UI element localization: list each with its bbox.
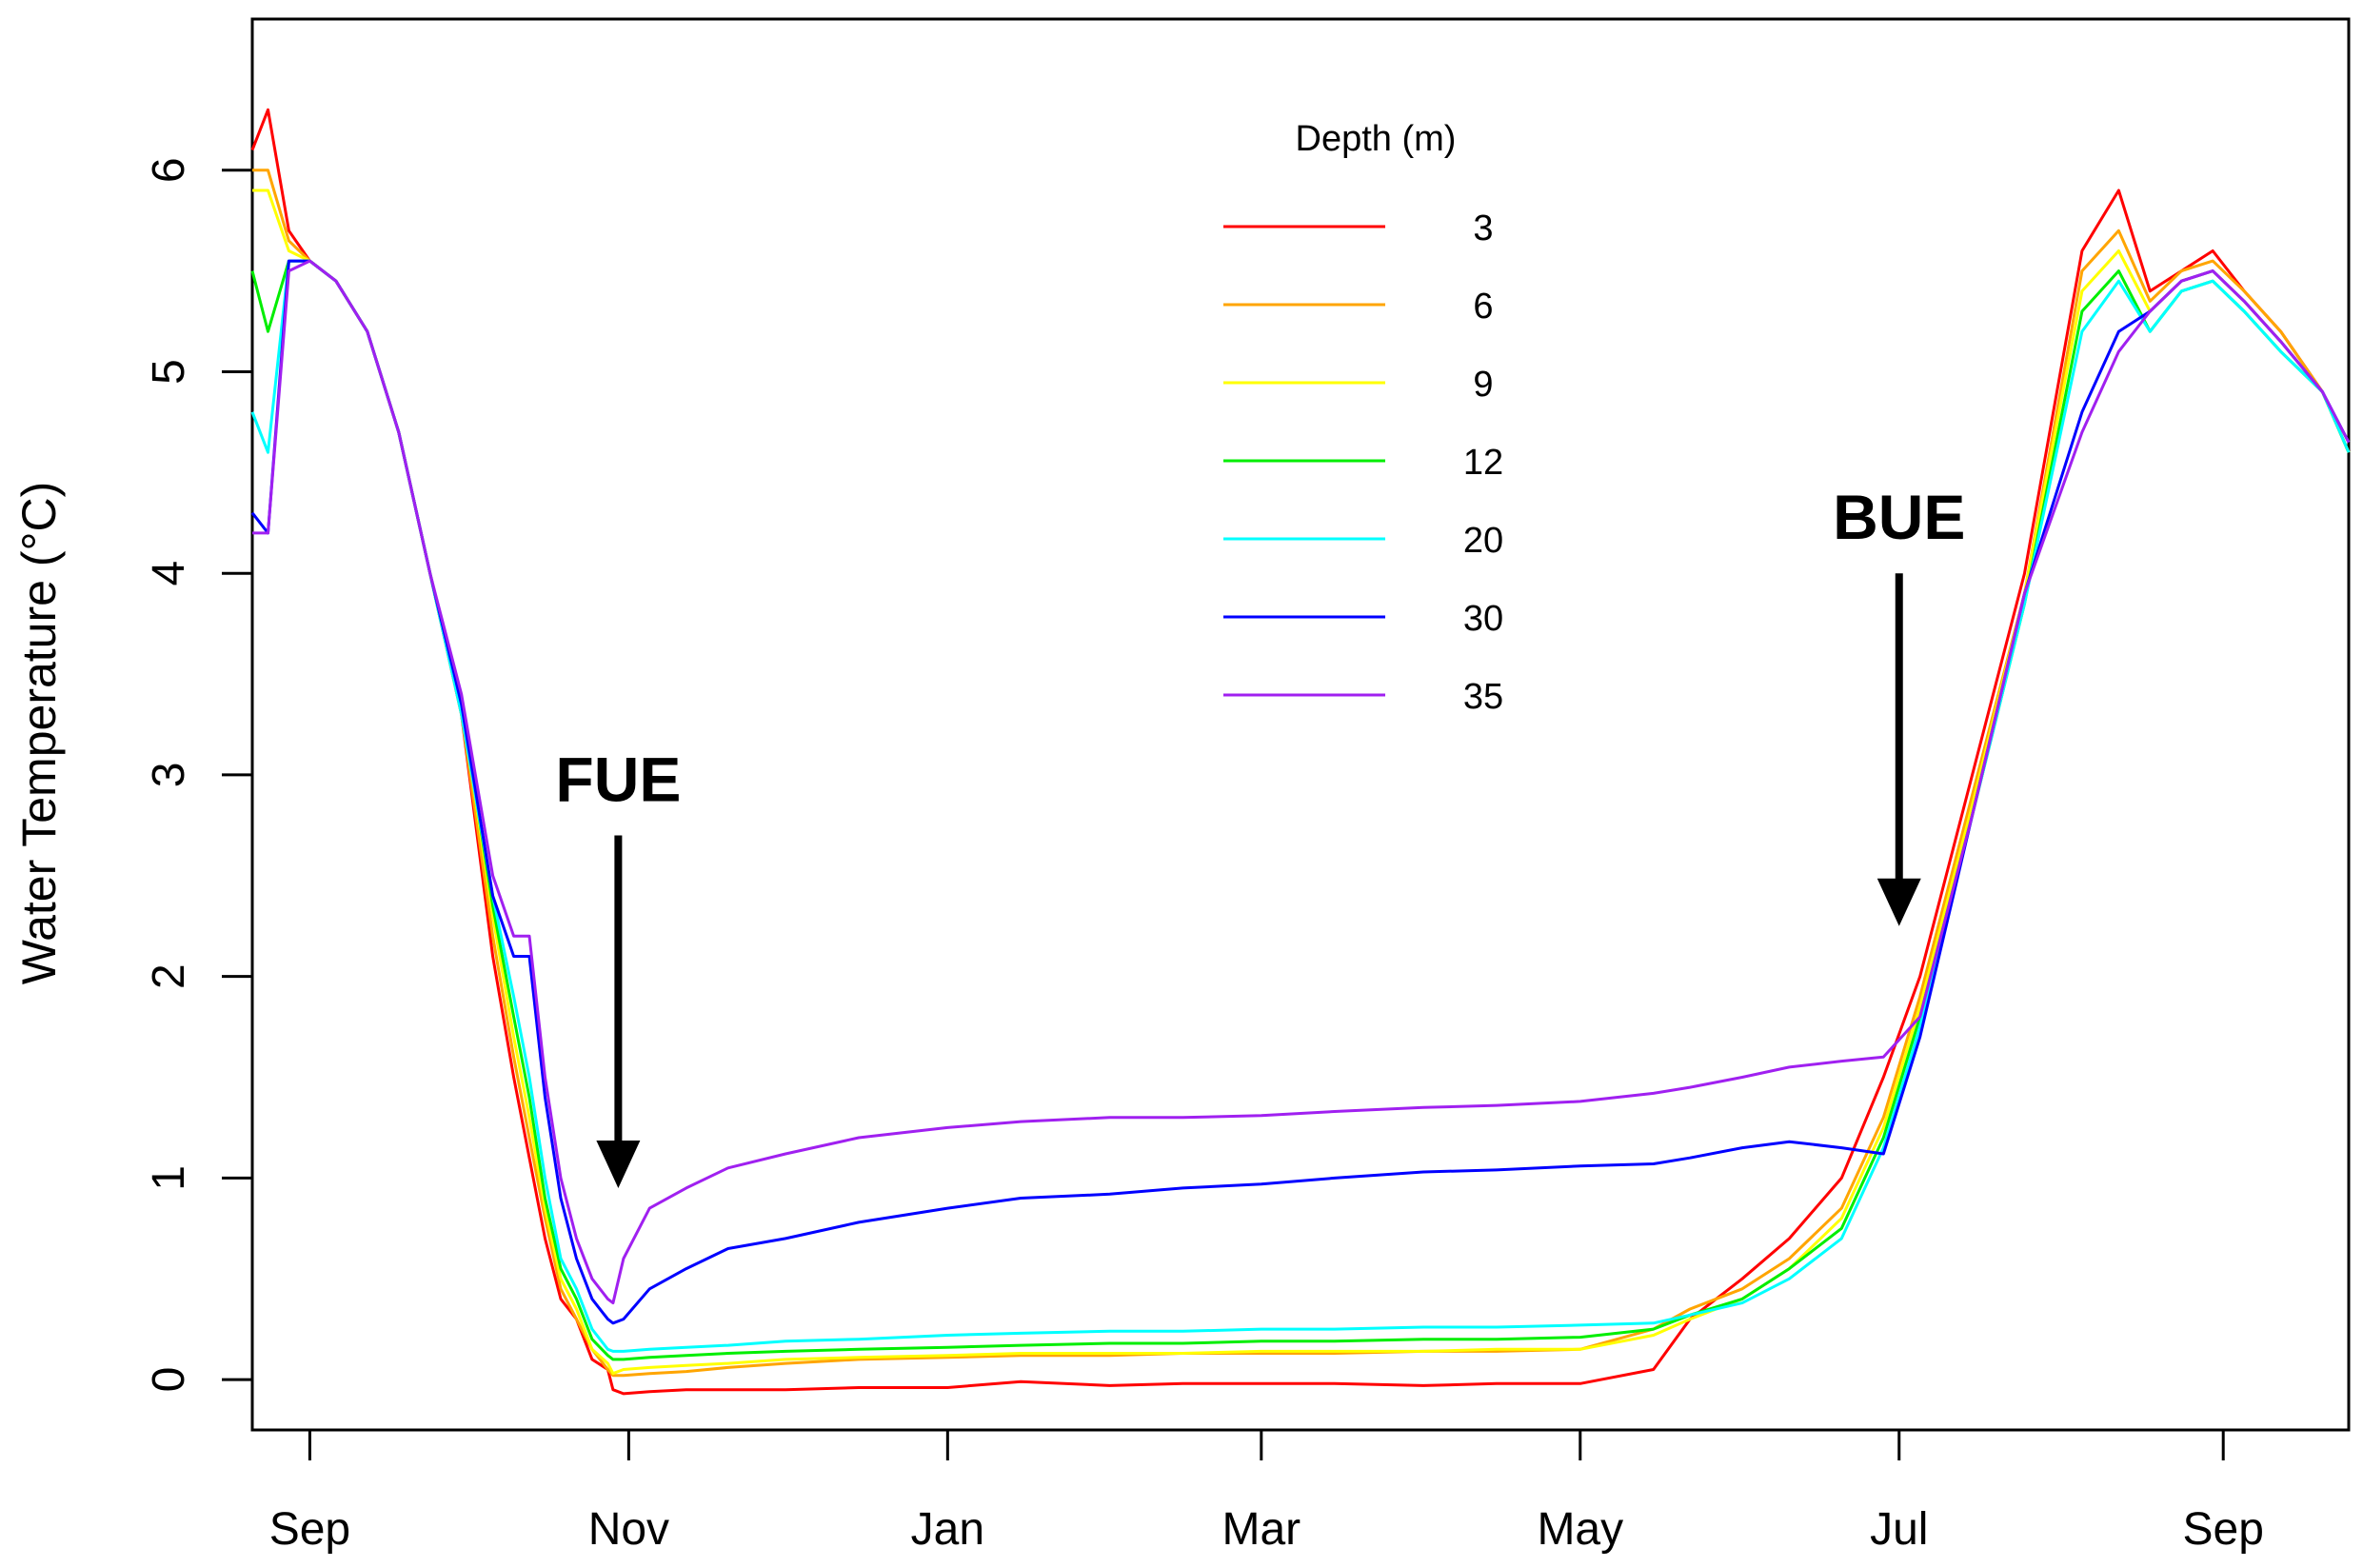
series-layer [250, 108, 2351, 1396]
legend-label-30m: 30 [1463, 599, 1503, 639]
annotations: FUE BUE [555, 482, 1965, 1188]
annotation-fue-arrow-head [596, 1140, 641, 1188]
y-tick-label: 4 [144, 561, 194, 586]
annotation-bue-arrow-head [1876, 878, 1921, 926]
legend-label-20m: 20 [1463, 521, 1503, 561]
annotation-bue-label: BUE [1833, 482, 1965, 552]
series-line-35m [252, 259, 2351, 1305]
x-tick-label: May [1537, 1504, 1623, 1555]
y-tick-label: 3 [144, 763, 194, 788]
legend-label-9m: 9 [1473, 365, 1493, 405]
legend: Depth (m) 3 6 9 12 20 30 35 [1223, 119, 1503, 717]
x-tick-label: Sep [269, 1504, 350, 1555]
legend-label-12m: 12 [1463, 443, 1503, 483]
y-tick-label: 0 [144, 1367, 194, 1393]
y-tick-label: 6 [144, 157, 194, 183]
series-line-6m [252, 169, 2351, 1378]
legend-label-6m: 6 [1473, 287, 1493, 327]
x-tick-label: Jan [911, 1504, 984, 1555]
series-line-30m [250, 259, 2351, 1325]
legend-label-35m: 35 [1463, 677, 1503, 717]
plot-border [250, 17, 2351, 1432]
y-axis: 0 1 2 3 4 5 6 [144, 157, 252, 1392]
legend-label-3m: 3 [1473, 208, 1493, 248]
x-tick-label: Sep [2183, 1504, 2264, 1555]
annotation-fue-label: FUE [555, 744, 681, 814]
x-tick-label: Mar [1221, 1504, 1301, 1555]
x-axis: Sep Nov Jan Mar May Jul Sep [269, 1430, 2264, 1555]
y-tick-label: 1 [144, 1165, 194, 1191]
y-tick-label: 5 [144, 359, 194, 385]
legend-title: Depth (m) [1296, 119, 1457, 159]
y-axis-label: Water Temperature (°C) [12, 482, 66, 984]
x-tick-label: Jul [1870, 1504, 1928, 1555]
y-tick-label: 2 [144, 963, 194, 989]
x-tick-label: Nov [588, 1504, 669, 1555]
